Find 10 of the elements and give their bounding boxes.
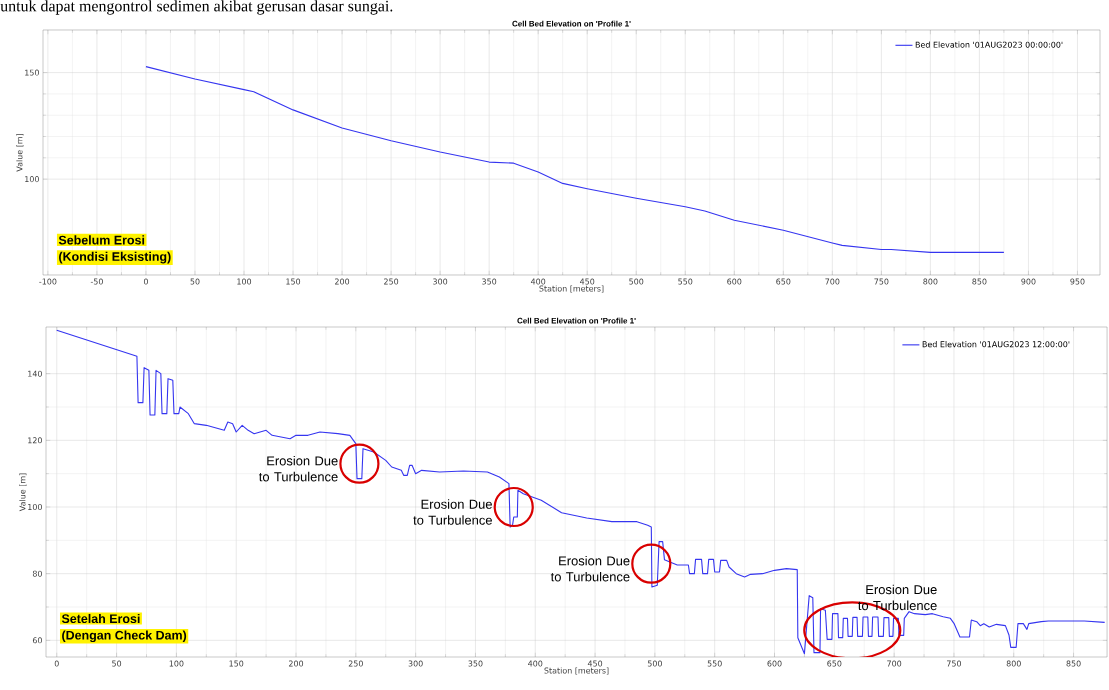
- annotation: Erosion Due to Turbulence: [258, 455, 338, 482]
- annotation: Erosion Due to Turbulence: [858, 584, 937, 611]
- chart-subtitle: untuk dapat mengontrol sedimen akibat gerusan dasar sungai.: [0, 0, 393, 15]
- annotation: Setelah Erosi: [61, 613, 140, 624]
- annotation: (Kondisi Eksisting): [59, 251, 171, 264]
- line-series: [56, 329, 1106, 655]
- annotation: Sebelum Erosi: [58, 235, 145, 245]
- annotation: Erosion Due to Turbulence: [550, 555, 630, 582]
- annotation: (Dengan Check Dam): [62, 630, 187, 643]
- annotation: Erosion Due to Turbulence: [413, 499, 492, 525]
